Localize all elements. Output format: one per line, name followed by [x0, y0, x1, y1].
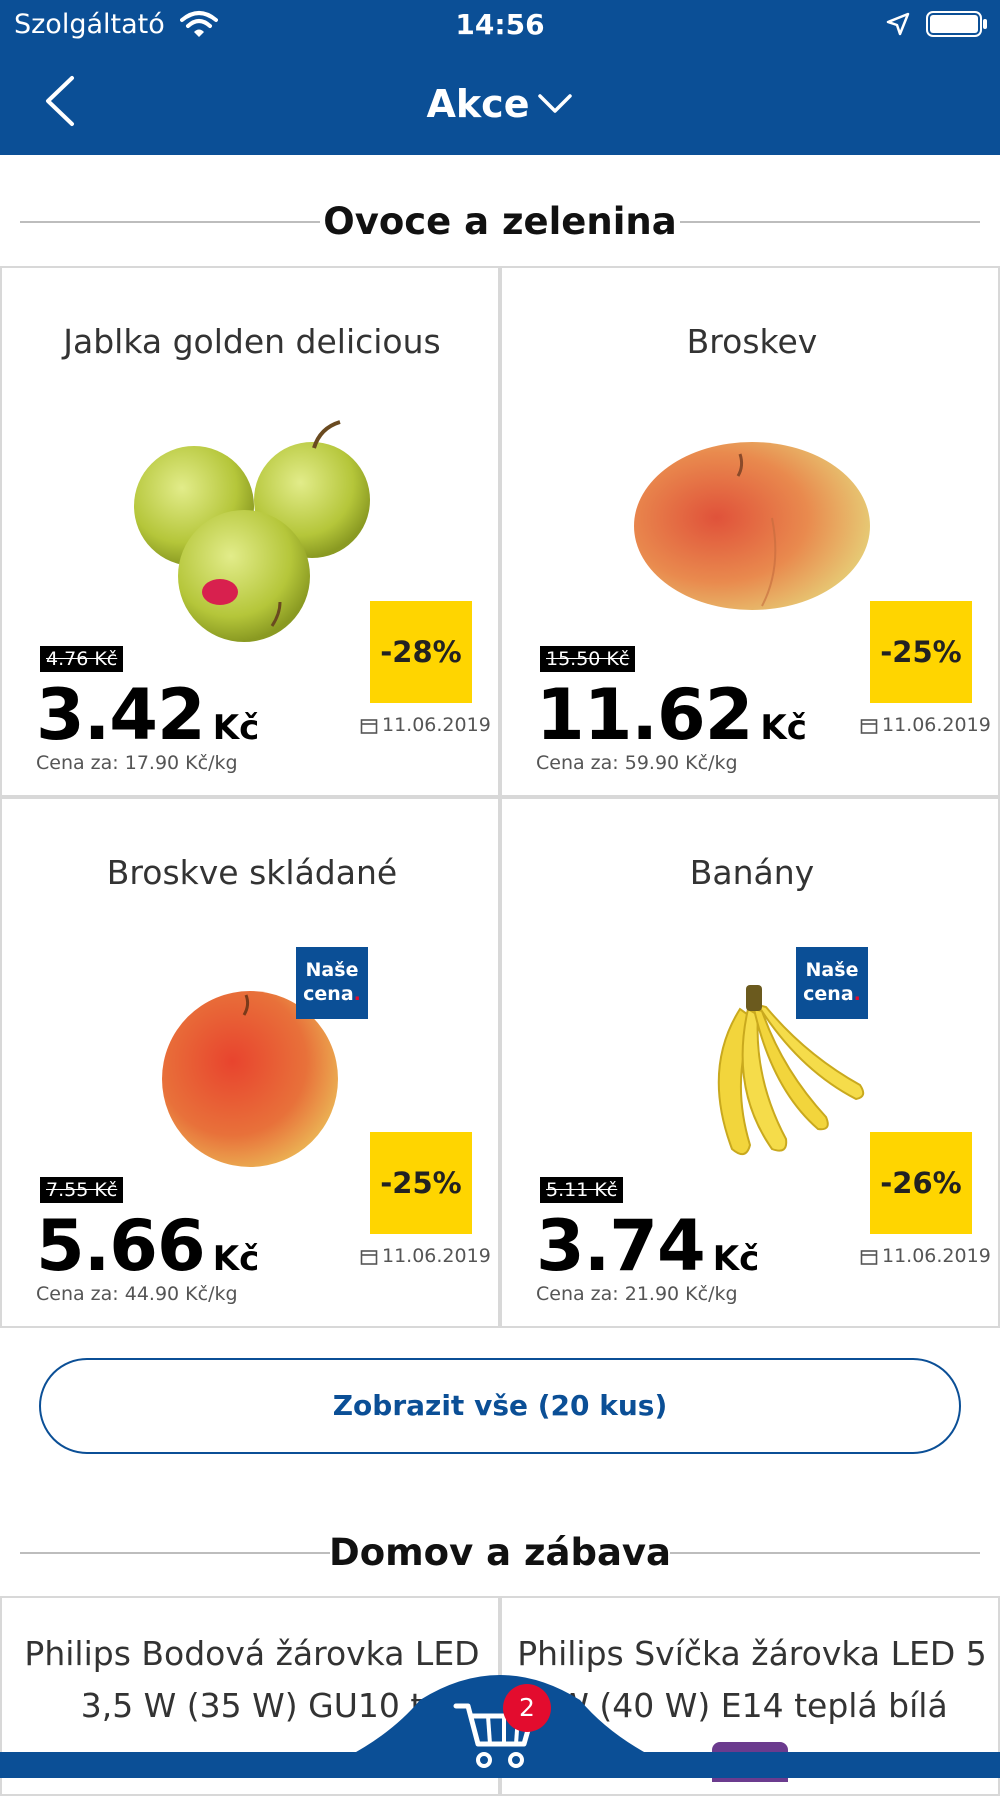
back-icon[interactable]: [40, 74, 80, 128]
current-price: 5.66 Kč: [36, 1205, 259, 1287]
section-header-home-fun: Domov a zábava: [0, 1523, 1000, 1583]
cart-count-badge: 2: [503, 1684, 551, 1732]
status-bar: Szolgáltató 14:56: [0, 0, 1000, 48]
bottom-bar: [0, 1752, 1000, 1778]
calendar-icon: [360, 719, 378, 734]
unit-price: Cena za: 17.90 Kč/kg: [36, 752, 238, 774]
price-value: 11.62: [536, 674, 753, 756]
page-title: Akce: [426, 82, 530, 126]
badge-line2: cena: [303, 983, 354, 1005]
carrier-name: Szolgáltató: [14, 9, 165, 40]
valid-until-date: 11.06.2019: [882, 714, 991, 736]
product-card-apples[interactable]: Jablka golden delicious -28% 4.76 Kč 3.4…: [0, 266, 500, 797]
valid-until-date: 11.06.2019: [382, 714, 491, 736]
price-currency: Kč: [712, 1239, 760, 1279]
product-name: Philips Bodová žárovka LED 3,5 W (35 W) …: [24, 1634, 480, 1725]
badge-line1: Naše: [305, 959, 359, 981]
nav-title-dropdown[interactable]: Akce: [0, 82, 1000, 126]
product-name: Broskev: [686, 322, 818, 361]
unit-price: Cena za: 44.90 Kč/kg: [36, 1283, 238, 1305]
old-price: 5.11 Kč: [540, 1177, 624, 1203]
peach-image: [162, 991, 338, 1167]
calendar-icon: [360, 1250, 378, 1265]
old-price: 7.55 Kč: [40, 1177, 124, 1203]
valid-until-date: 11.06.2019: [882, 1245, 991, 1267]
discount-badge: -25%: [370, 1132, 472, 1234]
divider-line: [680, 221, 980, 223]
apples-image: [134, 420, 370, 642]
price-currency: Kč: [760, 708, 807, 748]
badge-line1: Naše: [805, 959, 859, 981]
valid-until-date: 11.06.2019: [382, 1245, 491, 1267]
current-price: 3.42 Kč: [36, 674, 259, 756]
discount-badge: -25%: [870, 601, 972, 703]
unit-price: Cena za: 21.90 Kč/kg: [536, 1283, 738, 1305]
price-value: 3.42: [36, 674, 206, 756]
location-icon: [886, 12, 910, 36]
product-card-peach[interactable]: Broskev -25% 15.50 Kč 11.62 Kč Cena za: 5…: [500, 266, 1000, 797]
discount-badge: -26%: [870, 1132, 972, 1234]
divider-line: [20, 221, 320, 223]
section-title: Ovoce a zelenina: [323, 200, 677, 243]
price-currency: Kč: [212, 708, 260, 748]
nase-cena-badge: Naše cena.: [296, 947, 368, 1019]
calendar-icon: [860, 1250, 878, 1265]
wifi-icon: [180, 11, 218, 37]
product-card-bananas[interactable]: Banány Naše cena. -26% 5.11 Kč 3.74 Kč Cen…: [500, 797, 1000, 1328]
calendar-icon: [860, 719, 878, 734]
status-time: 14:56: [455, 8, 545, 41]
old-price: 4.76 Kč: [40, 646, 124, 672]
badge-line2: cena: [803, 983, 854, 1005]
nav-bar: Akce: [0, 48, 1000, 155]
show-all-button[interactable]: Zobrazit vše (20 kus): [39, 1358, 961, 1454]
nase-cena-badge: Naše cena.: [796, 947, 868, 1019]
product-card-peaches-stacked[interactable]: Broskve skládané Naše cena. -25% 7.55 Kč …: [0, 797, 500, 1328]
current-price: 11.62 Kč: [536, 674, 807, 756]
peach-image: [634, 442, 870, 610]
product-name: Jablka golden delicious: [63, 322, 441, 361]
price-value: 3.74: [536, 1205, 706, 1287]
current-price: 3.74 Kč: [536, 1205, 759, 1287]
battery-icon: [926, 11, 987, 37]
product-name: Banány: [689, 853, 815, 892]
bananas-image: [717, 985, 865, 1156]
product-name: Philips Svíčka žárovka LED 5 W (40 W) E1…: [517, 1634, 987, 1725]
chevron-down-icon: [538, 94, 573, 113]
price-value: 5.66: [36, 1205, 206, 1287]
divider-line: [20, 1552, 330, 1554]
discount-badge: -28%: [370, 601, 472, 703]
unit-price: Cena za: 59.90 Kč/kg: [536, 752, 738, 774]
price-currency: Kč: [212, 1239, 260, 1279]
section-title: Domov a zábava: [329, 1531, 671, 1574]
section-header-fruit-veg: Ovoce a zelenina: [0, 192, 1000, 252]
product-name: Broskve skládané: [106, 853, 398, 892]
divider-line: [670, 1552, 980, 1554]
old-price: 15.50 Kč: [540, 646, 636, 672]
